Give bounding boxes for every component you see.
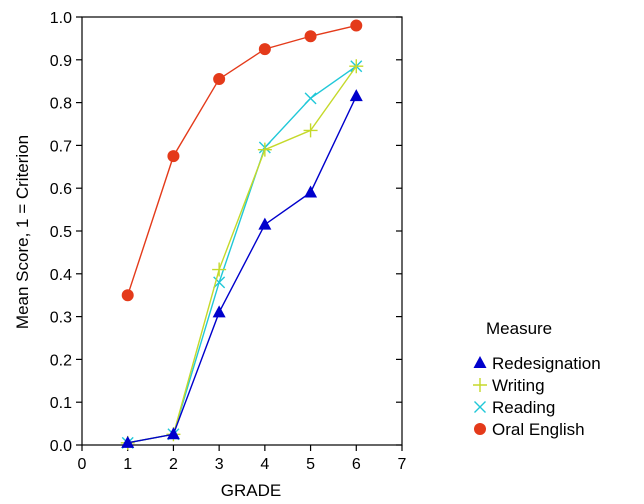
legend-label-oral-english: Oral English bbox=[492, 420, 585, 439]
legend-label-writing: Writing bbox=[492, 376, 545, 395]
legend-marker-redesignation bbox=[473, 356, 487, 368]
series-redesignation bbox=[121, 89, 363, 448]
data-point-redesignation bbox=[166, 427, 180, 440]
y-axis-label: Mean Score, 1 = Criterion bbox=[13, 135, 32, 329]
data-point-writing bbox=[257, 142, 272, 157]
y-tick-label: 1.0 bbox=[50, 10, 72, 27]
y-tick-label: 0.9 bbox=[50, 53, 72, 70]
series-writing bbox=[120, 59, 364, 450]
y-tick-label: 0.3 bbox=[50, 310, 72, 327]
data-point-oral-english bbox=[121, 289, 134, 302]
y-tick-label: 0.2 bbox=[50, 352, 72, 369]
data-point-redesignation bbox=[304, 185, 318, 198]
series-line-reading bbox=[127, 65, 357, 444]
legend: Measure Redesignation Writing Reading Oral … bbox=[473, 319, 601, 439]
y-tick-label: 0.0 bbox=[50, 438, 72, 455]
x-tick-label: 0 bbox=[78, 456, 87, 473]
series-line-oral-english bbox=[127, 24, 357, 296]
x-tick-label: 7 bbox=[398, 456, 407, 473]
x-tick-label: 4 bbox=[260, 456, 269, 473]
x-tick-label: 5 bbox=[306, 456, 315, 473]
legend-title: Measure bbox=[486, 319, 552, 338]
series-oral-english bbox=[121, 19, 363, 302]
legend-marker-writing bbox=[473, 378, 487, 392]
data-point-writing bbox=[212, 262, 227, 277]
y-tick-label: 0.7 bbox=[50, 138, 72, 155]
data-point-writing bbox=[303, 123, 318, 138]
legend-item-redesignation: Redesignation bbox=[473, 354, 601, 373]
data-point-redesignation bbox=[121, 435, 135, 448]
data-point-redesignation bbox=[258, 217, 272, 230]
x-tick-label: 1 bbox=[123, 456, 132, 473]
legend-item-reading: Reading bbox=[474, 398, 555, 417]
series-line-writing bbox=[127, 65, 357, 444]
legend-marker-oral-english bbox=[474, 423, 486, 435]
plot-axes: 0 1 2 3 4 5 6 7 0.0 0.1 0.2 0.3 0.4 0.5 0.6 0.7 0.8 0.9 1.… bbox=[50, 10, 407, 473]
y-tick-label: 0.8 bbox=[50, 96, 72, 113]
data-point-oral-english bbox=[213, 73, 226, 86]
y-tick-label: 0.6 bbox=[50, 181, 72, 198]
data-point-reading bbox=[304, 92, 317, 105]
data-point-reading bbox=[213, 276, 226, 289]
x-tick-label: 6 bbox=[352, 456, 361, 473]
legend-marker-reading bbox=[474, 401, 486, 413]
series-layer bbox=[120, 19, 364, 450]
data-point-writing bbox=[349, 59, 364, 74]
legend-label-redesignation: Redesignation bbox=[492, 354, 601, 373]
data-point-oral-english bbox=[350, 19, 363, 32]
data-point-oral-english bbox=[304, 30, 317, 43]
legend-item-writing: Writing bbox=[473, 376, 545, 395]
legend-label-reading: Reading bbox=[492, 398, 555, 417]
data-point-redesignation bbox=[349, 89, 363, 102]
x-tick-label: 3 bbox=[215, 456, 224, 473]
data-point-redesignation bbox=[212, 305, 226, 318]
y-tick-label: 0.1 bbox=[50, 395, 72, 412]
plot-frame bbox=[81, 16, 403, 446]
y-tick-label: 0.5 bbox=[50, 224, 72, 241]
data-point-oral-english bbox=[167, 150, 180, 163]
legend-item-oral-english: Oral English bbox=[474, 420, 585, 439]
series-line-redesignation bbox=[127, 95, 357, 444]
x-tick-label: 2 bbox=[169, 456, 178, 473]
x-axis-label: GRADE bbox=[221, 481, 281, 500]
y-tick-label: 0.4 bbox=[50, 267, 72, 284]
series-reading bbox=[121, 60, 363, 449]
data-point-oral-english bbox=[258, 43, 271, 56]
